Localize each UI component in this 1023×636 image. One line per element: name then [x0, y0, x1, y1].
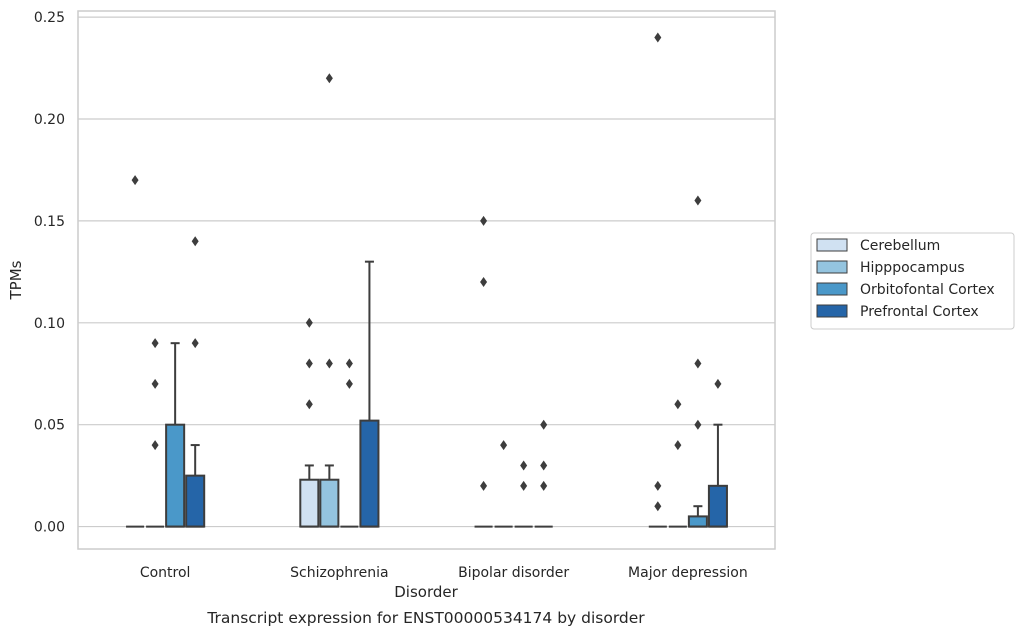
- x-axis-ticks: Control Schizophrenia Bipolar disorder Majo…: [140, 565, 748, 581]
- y-axis-ticks: 0.00 0.05 0.10 0.15 0.20 0.25: [34, 10, 65, 535]
- box: [319, 478, 340, 528]
- outlier-point: [540, 480, 548, 491]
- legend-label: Orbitofontal Cortex: [860, 282, 995, 298]
- box-cerebellum-major-depression: [648, 32, 667, 528]
- y-tick-label: 0.10: [34, 316, 65, 332]
- outlier-point: [654, 32, 662, 43]
- outlier-point: [674, 440, 682, 451]
- x-axis-label: Disorder: [394, 583, 458, 601]
- box-prefrontal-cortex-control: [185, 236, 206, 528]
- box-orbitofontal-cortex-schizophrenia: [340, 358, 359, 528]
- y-tick-label: 0.20: [34, 112, 65, 128]
- legend: Cerebellum Hipppocampus Orbitofontal Corte…: [810, 232, 1015, 330]
- box-orbitofontal-cortex-major-depression: [687, 195, 708, 528]
- box: [299, 478, 320, 528]
- y-tick-label: 0.00: [34, 520, 65, 536]
- legend-swatch: [816, 304, 848, 318]
- legend-swatch: [816, 260, 848, 274]
- outlier-point: [305, 399, 313, 410]
- legend-item: Orbitofontal Cortex: [816, 282, 995, 298]
- outlier-point: [694, 195, 702, 206]
- y-axis-label: TPMs: [7, 260, 25, 300]
- legend-swatch: [816, 238, 848, 252]
- outlier-point: [674, 399, 682, 410]
- box-plots: [126, 32, 728, 528]
- outlier-point: [714, 378, 722, 389]
- box: [687, 515, 708, 528]
- outlier-point: [500, 440, 508, 451]
- x-tick-label: Bipolar disorder: [458, 565, 569, 581]
- outlier-point: [305, 358, 313, 369]
- plot-frame: [77, 10, 776, 550]
- outlier-point: [694, 419, 702, 430]
- outlier-point: [151, 338, 159, 349]
- outlier-point: [151, 378, 159, 389]
- outlier-point: [305, 317, 313, 328]
- outlier-point: [325, 358, 333, 369]
- outlier-point: [654, 501, 662, 512]
- box-prefrontal-cortex-major-depression: [707, 378, 728, 528]
- box-hipppocampus-major-depression: [668, 399, 687, 528]
- outlier-point: [345, 358, 353, 369]
- legend-item: Hipppocampus: [816, 260, 965, 276]
- box: [165, 423, 186, 528]
- legend-swatch: [816, 282, 848, 296]
- legend-item: Cerebellum: [816, 238, 940, 254]
- box-orbitofontal-cortex-bipolar-disorder: [514, 460, 533, 528]
- box-cerebellum-control: [126, 175, 145, 528]
- outlier-point: [325, 73, 333, 84]
- outlier-point: [540, 460, 548, 471]
- box: [707, 484, 728, 528]
- outlier-point: [540, 419, 548, 430]
- outlier-point: [191, 338, 199, 349]
- y-tick-label: 0.05: [34, 418, 65, 434]
- x-tick-label: Schizophrenia: [290, 565, 388, 581]
- outlier-point: [654, 480, 662, 491]
- box-hipppocampus-schizophrenia: [319, 73, 340, 528]
- outlier-point: [191, 236, 199, 247]
- box-orbitofontal-cortex-control: [165, 342, 186, 528]
- y-tick-label: 0.15: [34, 214, 65, 230]
- box-cerebellum-bipolar-disorder: [474, 215, 493, 528]
- outlier-point: [480, 215, 488, 226]
- legend-label: Prefrontal Cortex: [860, 304, 979, 320]
- legend-frame: [810, 232, 1015, 330]
- x-tick-label: Control: [140, 565, 191, 581]
- box-prefrontal-cortex-bipolar-disorder: [534, 419, 553, 528]
- y-tick-label: 0.25: [34, 10, 65, 26]
- box-cerebellum-schizophrenia: [299, 317, 320, 528]
- chart-caption: Transcript expression for ENST0000053417…: [206, 609, 645, 627]
- outlier-point: [480, 277, 488, 288]
- box-hipppocampus-control: [146, 338, 165, 528]
- outlier-point: [151, 440, 159, 451]
- box-prefrontal-cortex-schizophrenia: [359, 260, 380, 528]
- legend-label: Hipppocampus: [860, 260, 965, 276]
- legend-label: Cerebellum: [860, 238, 940, 254]
- box: [185, 474, 206, 528]
- outlier-point: [345, 378, 353, 389]
- outlier-point: [131, 175, 139, 186]
- outlier-point: [520, 460, 528, 471]
- outlier-point: [520, 480, 528, 491]
- box: [359, 419, 380, 528]
- legend-item: Prefrontal Cortex: [816, 304, 979, 320]
- x-tick-label: Major depression: [628, 565, 748, 581]
- outlier-point: [694, 358, 702, 369]
- outlier-point: [480, 480, 488, 491]
- box-hipppocampus-bipolar-disorder: [494, 440, 513, 528]
